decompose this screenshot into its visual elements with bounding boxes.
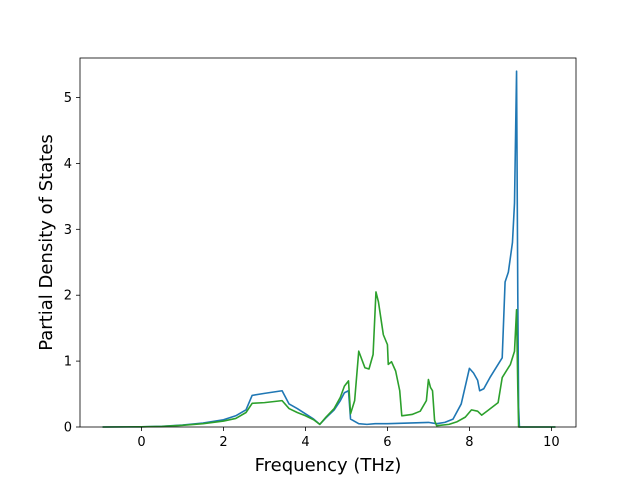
y-tick-label: 2 xyxy=(64,289,72,304)
x-tick-label: 8 xyxy=(465,435,473,450)
x-tick-label: 6 xyxy=(383,435,391,450)
y-axis-ticks: 0 1 2 3 4 5 xyxy=(64,91,80,436)
series-line-1 xyxy=(102,70,556,428)
x-tick-label: 0 xyxy=(137,435,145,450)
y-tick-label: 4 xyxy=(64,157,72,172)
y-tick-label: 0 xyxy=(64,421,72,436)
x-axis-label: Frequency (THz) xyxy=(255,455,402,476)
plot-frame xyxy=(79,57,577,428)
y-axis-label: Partial Density of States xyxy=(36,134,57,351)
x-tick-label: 10 xyxy=(543,435,560,450)
x-tick-label: 4 xyxy=(301,435,309,450)
x-tick-label: 2 xyxy=(219,435,227,450)
series-layer xyxy=(102,70,556,428)
y-tick-label: 3 xyxy=(64,223,72,238)
y-tick-label: 5 xyxy=(64,91,72,106)
x-axis-ticks: 0 2 4 6 8 10 xyxy=(137,427,560,450)
y-tick-label: 1 xyxy=(64,355,72,370)
series-line-2 xyxy=(102,291,556,428)
